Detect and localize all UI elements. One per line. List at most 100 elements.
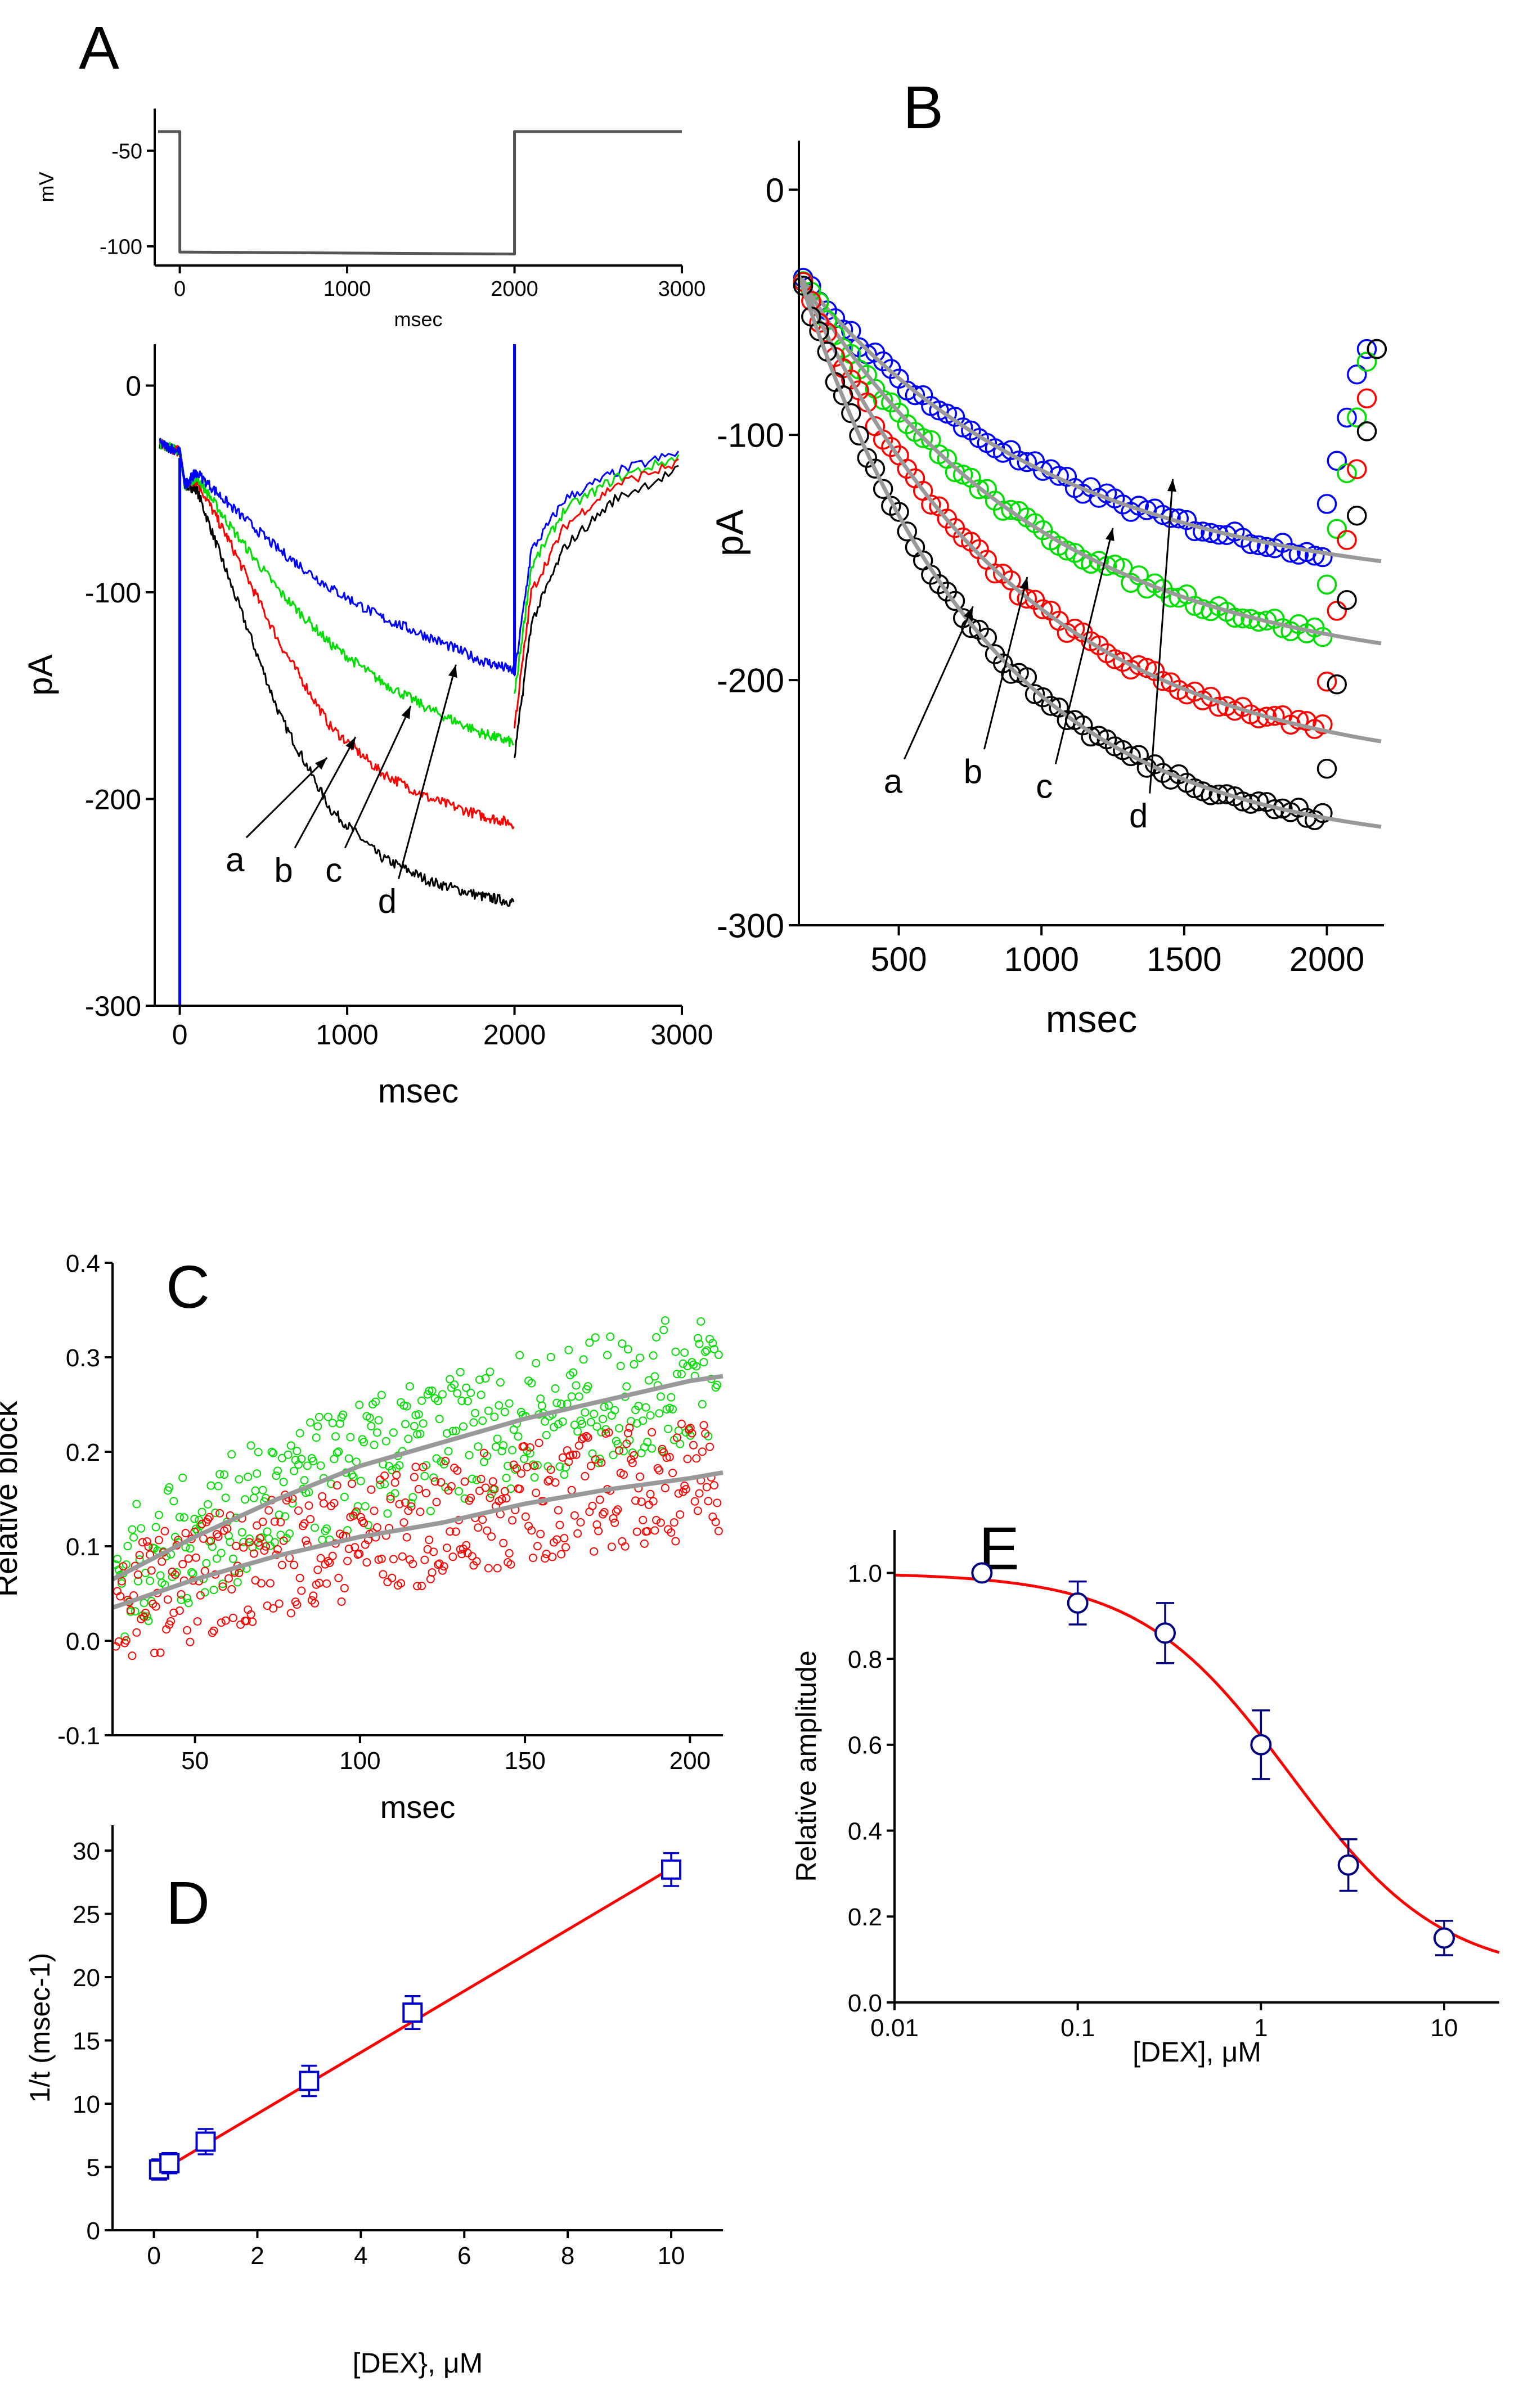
data-point-red [639, 1515, 648, 1524]
y-tick-label: 0.6 [848, 1732, 882, 1759]
x-tick-label: 0 [147, 2242, 160, 2270]
data-point-green [500, 1407, 509, 1416]
data-point-green [202, 1559, 211, 1568]
data-point-a [1313, 803, 1333, 823]
data-point-green [560, 1470, 569, 1479]
data-point-green [483, 1451, 492, 1460]
data-point-red [402, 1533, 411, 1542]
data-point-red [705, 1442, 714, 1451]
data-point-green [616, 1361, 625, 1370]
data-point-red [208, 1628, 217, 1637]
data-point-d [1288, 544, 1309, 565]
tail-point-c [1356, 352, 1377, 372]
data-point-red [334, 1573, 343, 1582]
data-point-green [128, 1525, 137, 1534]
data-point-green [618, 1339, 627, 1348]
data-point-red [640, 1539, 649, 1548]
data-point-red [184, 1554, 193, 1563]
data-point-red [572, 1450, 581, 1459]
data-point-green [652, 1333, 661, 1342]
data-point-green [349, 1473, 358, 1482]
x-tick-label: 3000 [650, 1019, 713, 1051]
data-point-red [350, 1543, 359, 1552]
data-point-red [701, 1429, 710, 1438]
data-point-green [659, 1326, 668, 1335]
data-point-green [622, 1382, 631, 1391]
data-point-red [541, 1554, 550, 1563]
data-point-green [316, 1461, 325, 1470]
trace-label-c: c [1036, 767, 1053, 805]
data-point-red [370, 1506, 379, 1515]
data-point-green [303, 1461, 312, 1470]
data-point-green [474, 1442, 483, 1451]
data-point-green [227, 1450, 236, 1459]
data-point-red [460, 1477, 469, 1486]
data-point-circle [1154, 1622, 1176, 1644]
tail-point-b [1356, 388, 1377, 409]
data-point-red [126, 1606, 135, 1615]
data-point-red [631, 1496, 640, 1505]
y-tick-label: -100 [717, 417, 784, 454]
data-point-red [597, 1458, 606, 1467]
tail-point-a [1337, 589, 1357, 610]
data-point-red [392, 1470, 401, 1479]
data-point-green [434, 1397, 443, 1406]
data-point-green [300, 1476, 309, 1485]
data-point-red [493, 1564, 502, 1573]
data-point-red [676, 1510, 685, 1519]
x-tick-label: 0 [174, 277, 186, 301]
data-point-green [327, 1479, 336, 1488]
data-point-green [261, 1493, 270, 1502]
data-point-red [327, 1501, 336, 1510]
data-point-red [447, 1482, 456, 1491]
tail-point-a [1327, 674, 1347, 695]
data-point-green [468, 1474, 477, 1483]
data-point-red [530, 1461, 539, 1470]
data-point-green [253, 1469, 262, 1478]
data-point-red [311, 1599, 320, 1608]
data-point-red [297, 1586, 306, 1595]
data-point-green [129, 1533, 138, 1542]
data-point-red [221, 1616, 230, 1625]
data-point-red [484, 1564, 493, 1573]
data-point-b [1288, 709, 1309, 730]
data-point-red [417, 1582, 426, 1591]
data-point-green [600, 1402, 609, 1411]
data-point-green [698, 1399, 707, 1408]
data-point-red [420, 1555, 429, 1564]
chart-c: 50 100 150 200 -0.1 0.0 0.1 0.2 0.3 0.4 msec Relati… [0, 1250, 723, 1825]
fit-curve-green [111, 1374, 723, 1582]
data-point-red [209, 1626, 218, 1635]
data-point-green [154, 1510, 163, 1519]
trace-arrow-d-head [1167, 479, 1176, 492]
data-point-red [117, 1577, 126, 1586]
data-point-green [502, 1474, 511, 1483]
data-point-green [590, 1410, 599, 1419]
data-point-red [567, 1486, 576, 1495]
data-point-green [279, 1478, 288, 1487]
data-point-c [1193, 599, 1213, 619]
tail-point-c [1316, 574, 1337, 595]
data-point-red [695, 1489, 704, 1498]
data-point-red [325, 1558, 334, 1567]
data-point-green [270, 1538, 279, 1547]
data-point-red [646, 1489, 655, 1498]
data-point-green [678, 1359, 687, 1368]
data-point-red [232, 1541, 241, 1550]
tail-point-b [1316, 672, 1337, 692]
data-point-red [615, 1446, 624, 1455]
data-point-green [246, 1441, 255, 1450]
data-point-red [699, 1421, 708, 1430]
data-point-green [572, 1381, 581, 1390]
data-point-red [147, 1566, 156, 1575]
data-point-green [639, 1416, 648, 1425]
x-tick-label: 4 [354, 2242, 367, 2270]
tail-point-d [1327, 451, 1347, 471]
data-point-red [612, 1507, 621, 1516]
data-point-red [621, 1542, 630, 1551]
data-point-red [398, 1552, 407, 1561]
data-point-red [569, 1450, 578, 1459]
data-point-green [183, 1594, 192, 1603]
data-point-green [254, 1448, 263, 1457]
data-point-red [150, 1649, 159, 1658]
